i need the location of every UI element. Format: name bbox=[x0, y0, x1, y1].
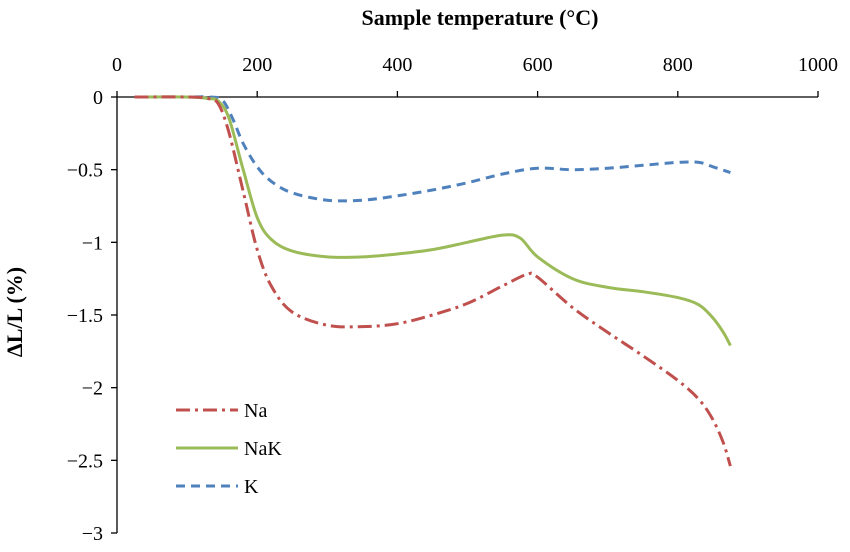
y-axis-ticks: 0 −0.5 −1 −1.5 −2 −2.5 −3 bbox=[67, 87, 117, 545]
x-tick-label: 200 bbox=[242, 54, 272, 76]
y-tick-label: −3 bbox=[82, 523, 103, 545]
series-line-k bbox=[134, 95, 731, 203]
y-tick-label: −2.5 bbox=[67, 450, 103, 472]
legend-label-na: Na bbox=[244, 400, 267, 422]
series-line-na bbox=[134, 95, 732, 467]
x-axis-ticks: 0 200 400 600 800 1000 bbox=[112, 54, 838, 97]
series-lines bbox=[134, 95, 732, 467]
legend-label-k: K bbox=[244, 476, 259, 498]
x-tick-label: 400 bbox=[382, 54, 412, 76]
legend-label-nak: NaK bbox=[244, 438, 282, 460]
x-tick-label: 800 bbox=[663, 54, 693, 76]
axes bbox=[116, 96, 818, 533]
x-axis-title: Sample temperature (°C) bbox=[362, 5, 599, 30]
y-axis-title: ΔL/L (%) bbox=[2, 267, 27, 357]
y-tick-label: −1 bbox=[82, 232, 103, 254]
series-line-nak bbox=[134, 95, 732, 347]
x-tick-label: 600 bbox=[523, 54, 553, 76]
x-tick-label: 1000 bbox=[798, 54, 838, 76]
y-tick-label: −0.5 bbox=[67, 160, 103, 182]
y-tick-label: 0 bbox=[93, 87, 103, 109]
y-tick-label: −1.5 bbox=[67, 305, 103, 327]
y-tick-label: −2 bbox=[82, 378, 103, 400]
x-tick-label: 0 bbox=[112, 54, 122, 76]
legend: Na NaK K bbox=[176, 400, 282, 498]
